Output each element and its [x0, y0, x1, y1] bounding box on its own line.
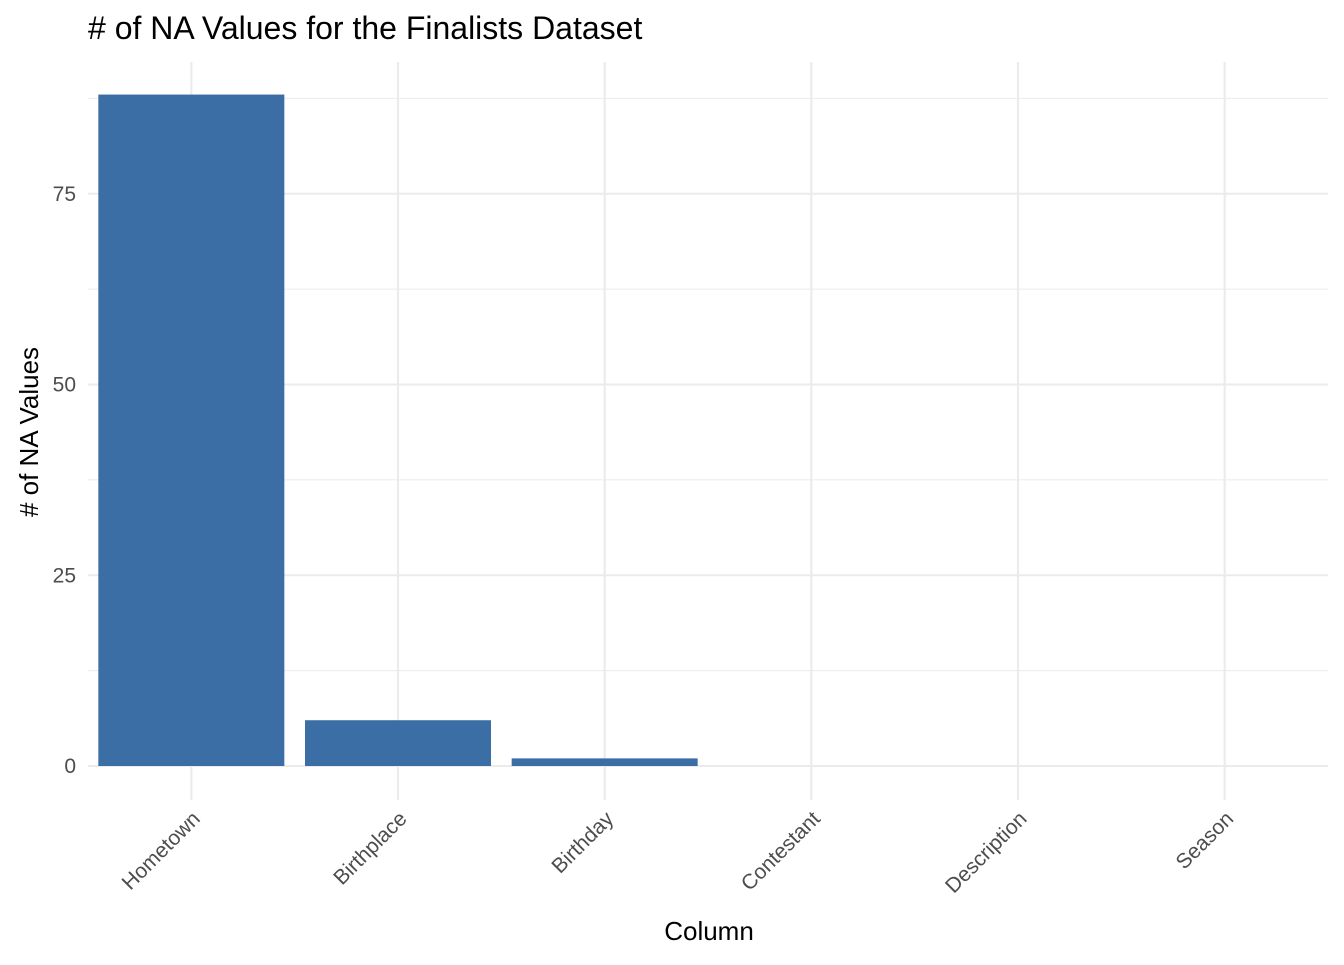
chart-title: # of NA Values for the Finalists Dataset [88, 10, 642, 46]
y-tick-label: 25 [53, 564, 76, 587]
y-tick-label: 75 [53, 183, 76, 206]
x-tick-label: Birthday [547, 807, 618, 878]
x-tick-label: Season [1172, 807, 1239, 874]
grid-lines [88, 62, 1328, 800]
x-axis-tick-labels: Hometown Birthplace Birthday Contestant Desc… [118, 807, 1239, 898]
y-axis-title: # of NA Values [14, 347, 44, 517]
x-tick-label: Hometown [118, 807, 205, 894]
x-tick-label: Description [941, 807, 1032, 898]
x-axis-title: Column [664, 916, 754, 946]
y-axis-tick-labels: 0 25 50 75 [53, 183, 76, 778]
bar [98, 94, 285, 766]
x-tick-label: Birthplace [329, 807, 411, 889]
bars [98, 94, 698, 766]
bar [511, 758, 698, 766]
x-tick-label: Contestant [737, 807, 825, 895]
y-tick-label: 0 [64, 755, 76, 778]
bar [305, 720, 491, 766]
y-tick-label: 50 [53, 374, 76, 397]
